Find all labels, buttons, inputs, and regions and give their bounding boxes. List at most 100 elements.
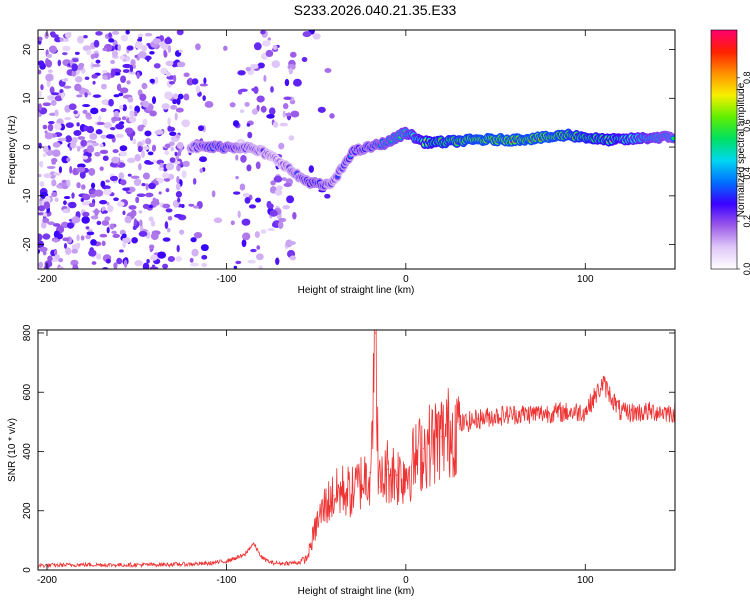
spectrogram-cell — [81, 201, 90, 206]
spectrogram-cell — [149, 110, 157, 117]
spectrogram-cell — [101, 240, 106, 247]
spectrogram-cell — [153, 63, 161, 69]
snr-data-point — [270, 561, 272, 564]
spectrogram-cell — [145, 138, 152, 145]
spectrogram-cell — [191, 248, 199, 257]
spectrogram-cell — [108, 98, 114, 107]
spectrogram-y-tick-label: 10 — [22, 92, 33, 104]
spectrogram-cell — [137, 145, 143, 153]
spectrogram-cell — [152, 38, 161, 44]
spectrogram-cell — [253, 86, 259, 94]
spectrogram-cell — [129, 110, 135, 119]
spectrogram-cell — [60, 92, 65, 100]
spectrogram-cell — [64, 32, 72, 39]
spectrogram-cell — [249, 63, 259, 70]
spectrogram-cell — [201, 262, 208, 268]
spectrogram-cell — [199, 83, 209, 87]
spectrogram-cell — [88, 249, 97, 257]
spectrogram-cell — [130, 209, 137, 217]
spectrogram-cell — [138, 230, 148, 237]
spectrogram-cell — [192, 178, 197, 185]
spectrogram-cell — [38, 205, 46, 212]
spectrogram-cell — [241, 239, 247, 248]
spectrogram-cell — [51, 92, 59, 96]
spectrogram-cell — [168, 81, 175, 85]
spectrogram-cell — [103, 188, 112, 196]
spectrogram-cell — [286, 195, 295, 204]
spectrogram-cell — [141, 45, 148, 52]
spectrogram-cell — [122, 187, 131, 191]
spectrogram-cell — [85, 226, 90, 230]
spectrogram-cell — [80, 139, 87, 147]
snr-data-point — [378, 486, 380, 488]
spectrogram-cell — [232, 191, 241, 195]
spectrogram-cell — [230, 220, 235, 226]
spectrogram-cell — [284, 78, 290, 87]
spectrogram-cell — [52, 223, 61, 227]
spectrogram-cell — [102, 210, 108, 214]
spectrogram-cell — [80, 197, 84, 202]
spectrogram-cell — [90, 215, 99, 220]
spectrogram-cell — [59, 88, 64, 94]
spectrogram-cell — [213, 217, 223, 224]
spectrogram-cell — [71, 248, 78, 254]
spectrogram-cell — [85, 49, 92, 56]
spectrogram-cell — [62, 185, 69, 190]
snr-data-point — [243, 554, 245, 556]
spectrogram-cell — [99, 200, 108, 205]
spectrogram-cell — [273, 175, 283, 183]
spectrogram-cell — [125, 56, 131, 62]
spectrogram-cell — [118, 172, 125, 180]
spectrogram-cell — [65, 122, 74, 129]
spectrogram-cell — [119, 249, 124, 253]
spectrogram-cell — [66, 206, 70, 212]
spectrogram-cell — [87, 228, 93, 232]
spectrogram-cell — [82, 104, 91, 108]
spectrogram-cell — [91, 63, 101, 68]
spectrogram-cell — [240, 154, 247, 163]
spectrogram-cell — [69, 165, 73, 174]
spectrogram-cell — [96, 121, 105, 126]
spectrogram-cell — [145, 192, 154, 198]
spectrogram-cell — [151, 96, 157, 105]
spectrogram-cell — [239, 88, 248, 92]
spectrogram-cell — [260, 105, 267, 113]
snr-data-point — [620, 412, 622, 414]
spectrogram-cell — [70, 259, 79, 266]
spectrogram-cell — [40, 84, 44, 91]
spectrogram-cell — [100, 83, 107, 90]
spectrogram-cell — [268, 107, 276, 116]
spectrogram-cell — [77, 146, 81, 152]
spectrogram-cell — [51, 149, 61, 157]
snr-data-point — [441, 436, 443, 438]
snr-data-point — [154, 564, 156, 566]
spectrogram-cell — [248, 204, 257, 209]
spectrogram-cell — [189, 257, 194, 263]
spectrogram-cell — [88, 168, 96, 176]
spectrogram-cell — [99, 149, 109, 155]
spectrogram-cell — [282, 103, 289, 110]
spectrogram-cell — [242, 232, 251, 241]
spectrogram-cell — [38, 261, 44, 269]
spectrogram-cell — [77, 136, 86, 140]
spectrogram-cell — [63, 85, 72, 89]
spectrogram-cell — [100, 180, 106, 188]
spectrogram-cell — [68, 103, 77, 111]
spectrogram-cell — [129, 64, 134, 73]
spectrogram-cell — [266, 200, 272, 209]
spectrogram-cell — [119, 145, 128, 152]
colorbar-tick-label: 0.8 — [742, 72, 750, 85]
spectrogram-cell — [198, 125, 205, 132]
spectrogram-cell — [161, 103, 170, 110]
colorbar-gradient — [711, 30, 737, 269]
spectrogram-cell — [63, 200, 67, 206]
spectrogram-cell — [312, 33, 321, 40]
spectrogram-cell — [108, 32, 112, 38]
figure-title: S233.2026.040.21.35.E33 — [293, 2, 457, 18]
spectrogram-cell — [109, 127, 116, 131]
spectrogram-cell — [62, 52, 68, 56]
snr-data-point — [477, 418, 479, 420]
spectrogram-cell — [84, 92, 88, 98]
spectrogram-cell — [267, 228, 275, 232]
spectrogram-cell — [190, 237, 197, 243]
